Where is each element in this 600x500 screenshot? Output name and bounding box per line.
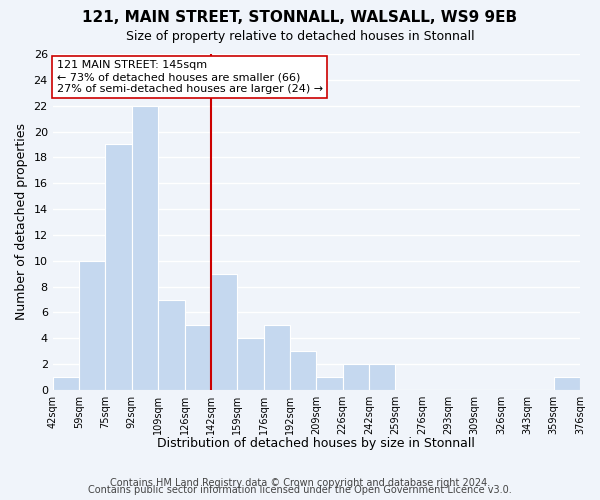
Bar [211,274,237,390]
Bar [263,326,290,390]
Text: Size of property relative to detached houses in Stonnall: Size of property relative to detached ho… [125,30,475,43]
Text: 121, MAIN STREET, STONNALL, WALSALL, WS9 9EB: 121, MAIN STREET, STONNALL, WALSALL, WS9… [82,10,518,25]
Bar [106,144,132,390]
Text: 121 MAIN STREET: 145sqm
← 73% of detached houses are smaller (66)
27% of semi-de: 121 MAIN STREET: 145sqm ← 73% of detache… [56,60,323,94]
Text: Contains HM Land Registry data © Crown copyright and database right 2024.: Contains HM Land Registry data © Crown c… [110,478,490,488]
Y-axis label: Number of detached properties: Number of detached properties [15,124,28,320]
Text: Contains public sector information licensed under the Open Government Licence v3: Contains public sector information licen… [88,485,512,495]
Bar [158,300,185,390]
Bar [185,326,211,390]
Bar [343,364,369,390]
Bar [290,351,316,390]
Bar [316,377,343,390]
Bar [369,364,395,390]
Bar [79,261,106,390]
Bar [53,377,79,390]
Bar [132,106,158,390]
Bar [554,377,580,390]
X-axis label: Distribution of detached houses by size in Stonnall: Distribution of detached houses by size … [157,437,475,450]
Bar [237,338,263,390]
